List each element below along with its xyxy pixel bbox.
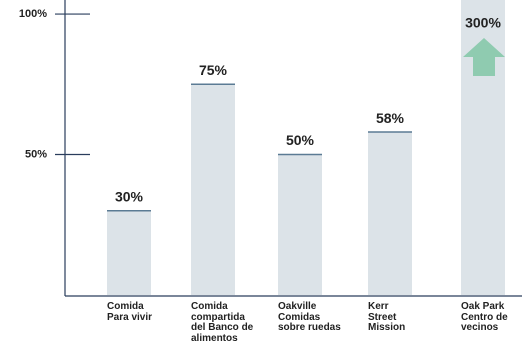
up-arrow <box>463 38 505 76</box>
value-label: 50% <box>286 132 315 148</box>
value-label: 300% <box>465 15 501 31</box>
value-label: 30% <box>115 188 144 204</box>
value-label: 75% <box>199 62 228 78</box>
bar <box>191 84 235 296</box>
y-tick-label: 50% <box>25 148 47 160</box>
bar <box>278 154 322 295</box>
bar <box>107 210 151 295</box>
value-label: 58% <box>376 110 405 126</box>
y-tick-label: 100% <box>19 8 47 20</box>
x-tick-label: Kerr Street Mission <box>368 301 406 333</box>
x-tick-label: Oakville Comidas sobre ruedas <box>278 301 341 333</box>
x-tick-label: Comida Para vivir <box>107 301 153 323</box>
x-tick-label: Comida compartida del Banco de alimentos <box>191 301 254 344</box>
x-tick-label: Oak Park Centro de vecinos <box>461 301 508 333</box>
bar <box>368 132 412 295</box>
